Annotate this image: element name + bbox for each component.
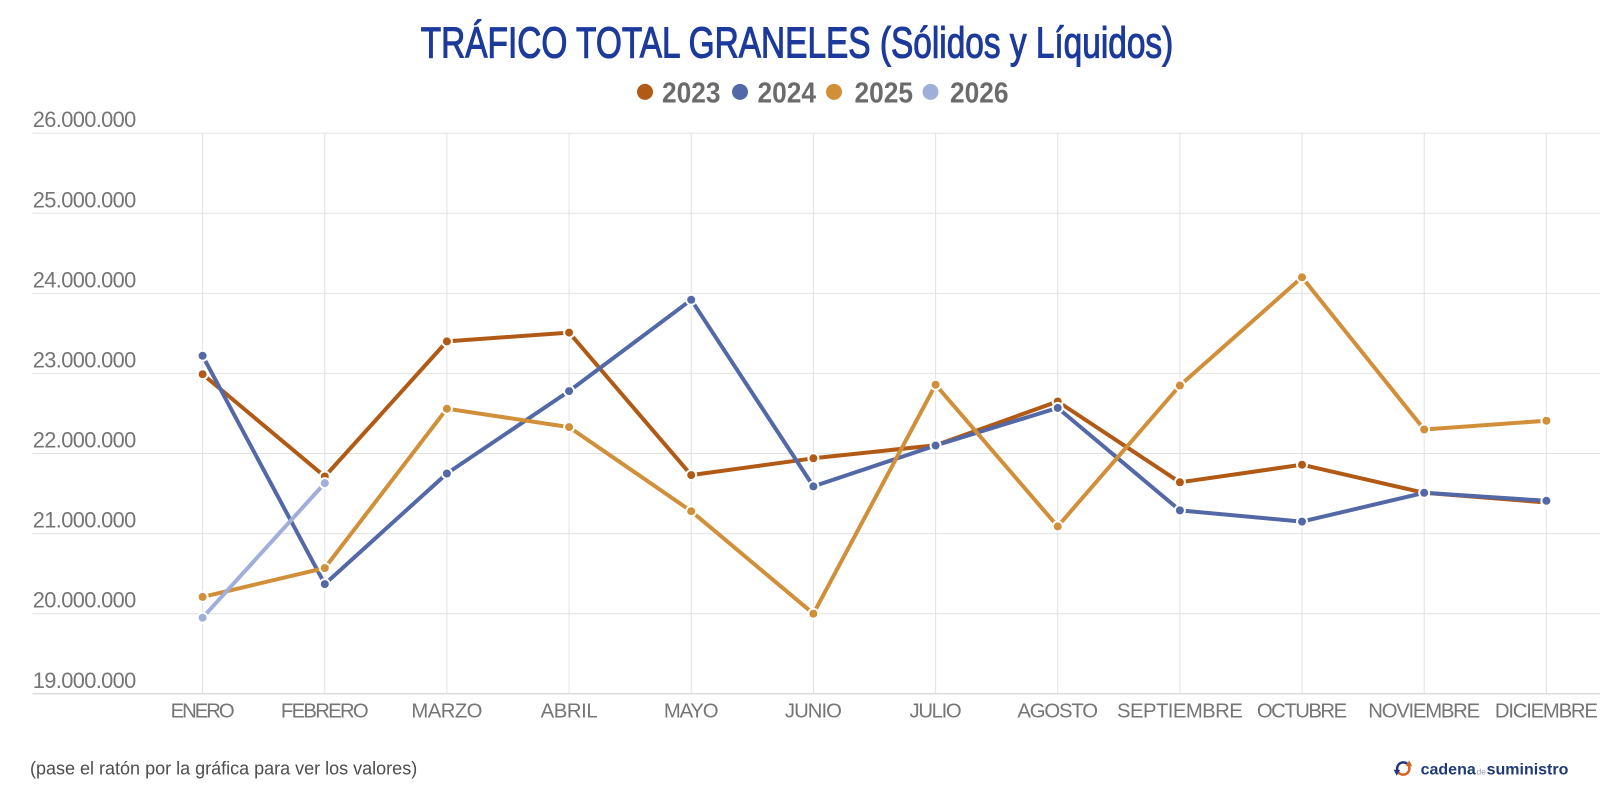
svg-text:TRÁFICO TOTAL GRANELES (Sólido: TRÁFICO TOTAL GRANELES (Sólidos y Líquid… (421, 19, 1174, 68)
svg-text:2025: 2025 (855, 77, 914, 109)
svg-text:26.000.000: 26.000.000 (33, 107, 137, 132)
svg-text:2023: 2023 (662, 77, 721, 109)
svg-text:22.000.000: 22.000.000 (33, 428, 137, 453)
svg-text:2026: 2026 (950, 77, 1009, 109)
svg-text:cadena: cadena (1421, 762, 1476, 779)
svg-text:NOVIEMBRE: NOVIEMBRE (1368, 701, 1480, 723)
svg-text:SEPTIEMBRE: SEPTIEMBRE (1117, 701, 1243, 723)
svg-text:2024: 2024 (758, 77, 817, 109)
svg-text:23.000.000: 23.000.000 (33, 347, 137, 372)
svg-text:MARZO: MARZO (411, 701, 482, 723)
svg-text:ABRIL: ABRIL (541, 701, 598, 723)
svg-text:24.000.000: 24.000.000 (33, 267, 137, 292)
svg-text:20.000.000: 20.000.000 (33, 588, 137, 613)
svg-text:AGOSTO: AGOSTO (1017, 701, 1098, 723)
svg-text:FEBRERO: FEBRERO (281, 701, 369, 723)
svg-text:(pase el ratón por la gráfica: (pase el ratón por la gráfica para ver l… (30, 759, 417, 779)
svg-text:de: de (1477, 767, 1487, 777)
svg-text:suministro: suministro (1487, 762, 1569, 779)
svg-text:MAYO: MAYO (664, 701, 719, 723)
svg-text:OCTUBRE: OCTUBRE (1257, 701, 1347, 723)
svg-text:JUNIO: JUNIO (785, 701, 842, 723)
svg-text:ENERO: ENERO (171, 701, 235, 723)
svg-text:DICIEMBRE: DICIEMBRE (1495, 701, 1598, 723)
svg-text:19.000.000: 19.000.000 (33, 668, 137, 693)
svg-text:25.000.000: 25.000.000 (33, 187, 137, 212)
svg-text:JULIO: JULIO (910, 701, 962, 723)
svg-text:21.000.000: 21.000.000 (33, 508, 137, 533)
